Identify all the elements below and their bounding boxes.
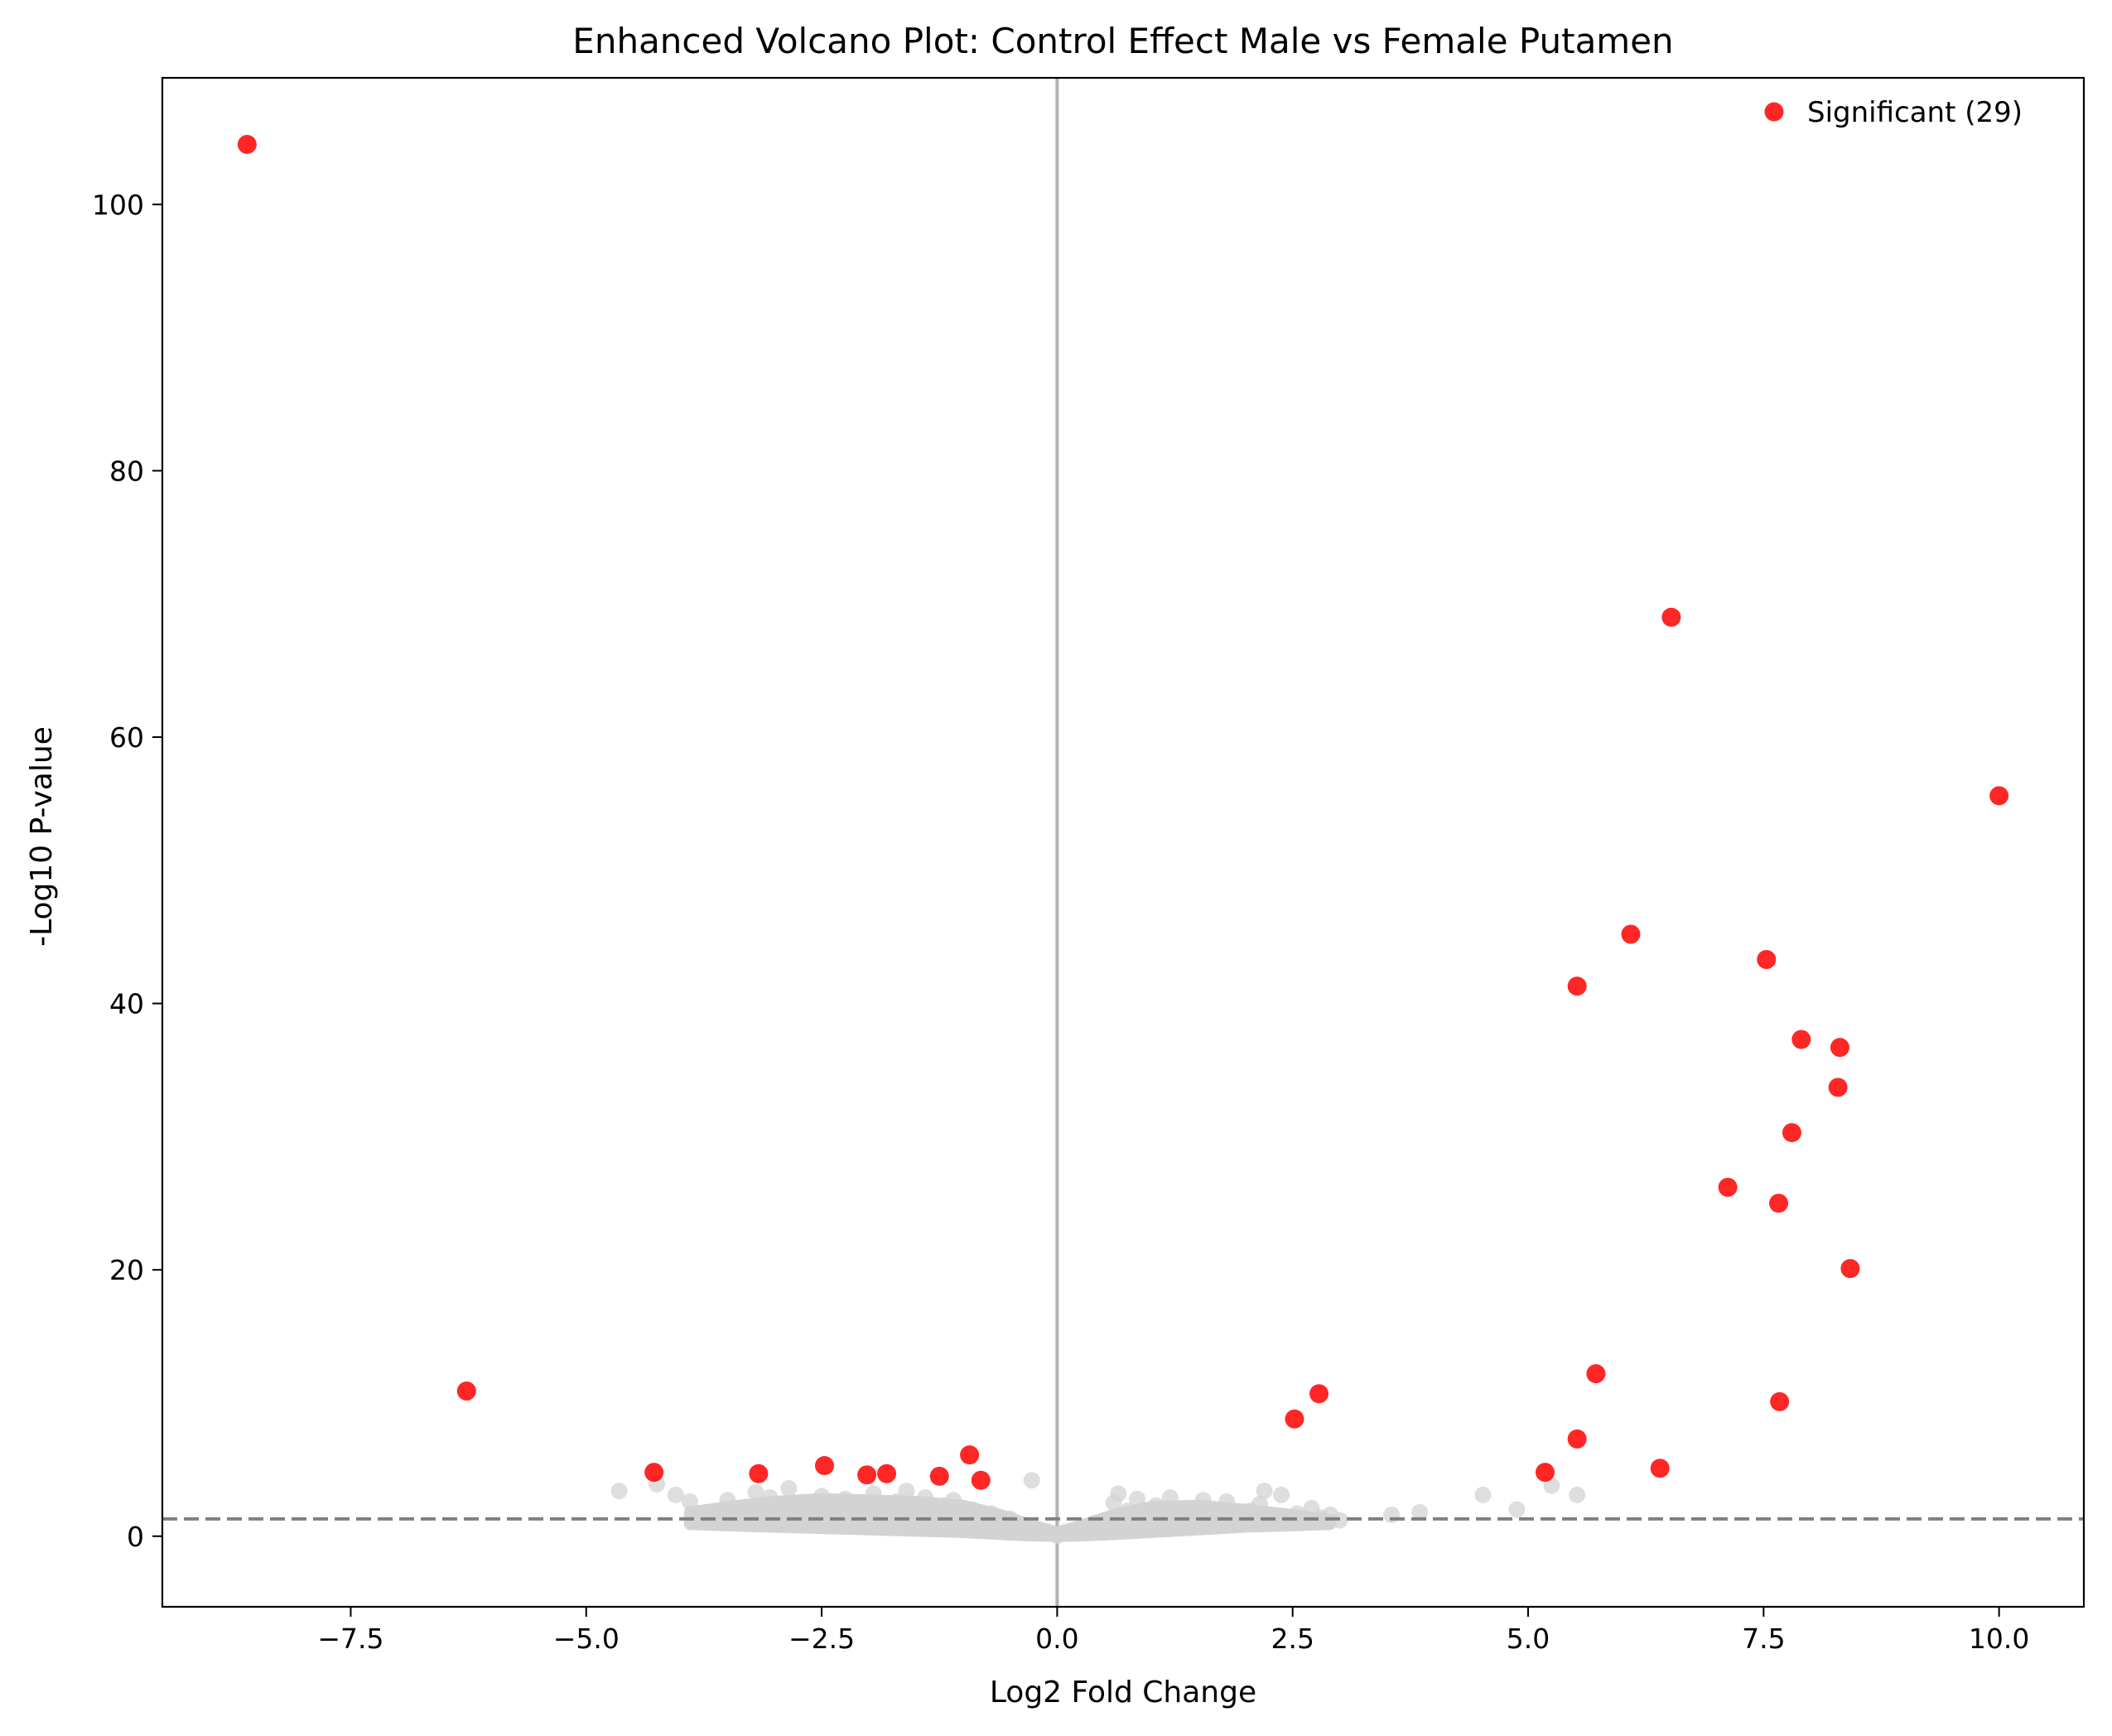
- significant-point: [1586, 1364, 1606, 1384]
- significant-point: [1285, 1409, 1304, 1429]
- legend-label: Significant (29): [1807, 96, 2023, 129]
- significant-point: [1828, 1078, 1848, 1097]
- x-axis-ticks: −7.5 −5.0 −2.5 0.0 2.5 5.0 7.5 10.0: [317, 1607, 2029, 1655]
- significant-point: [1782, 1123, 1801, 1143]
- nonsignificant-point: [780, 1479, 798, 1497]
- nonsignificant-point: [1411, 1503, 1429, 1521]
- significant-point: [456, 1382, 476, 1401]
- nonsignificant-point: [1273, 1486, 1290, 1503]
- significant-point: [1757, 950, 1777, 970]
- significant-point: [929, 1466, 949, 1486]
- significant-point: [749, 1464, 769, 1483]
- significant-point: [1769, 1194, 1789, 1213]
- significant-point: [1650, 1459, 1670, 1478]
- x-tick-label: −5.0: [553, 1623, 620, 1655]
- significant-point: [1791, 1030, 1811, 1049]
- nonsignificant-point: [681, 1492, 698, 1510]
- significant-point: [857, 1465, 877, 1485]
- legend-marker: [1764, 102, 1784, 122]
- x-tick-label: −2.5: [788, 1623, 855, 1655]
- nonsignificant-point: [898, 1483, 915, 1500]
- y-axis-label: -Log10 P-value: [25, 726, 59, 947]
- significant-point: [877, 1464, 897, 1483]
- significant-point: [1567, 1429, 1587, 1449]
- significant-point: [1840, 1259, 1860, 1279]
- significant-point: [1567, 976, 1587, 996]
- significant-point: [1621, 924, 1641, 944]
- significant-point: [814, 1456, 834, 1476]
- nonsignificant-point: [1110, 1485, 1127, 1502]
- significant-point: [971, 1470, 991, 1490]
- significant-point: [1989, 786, 2009, 806]
- y-tick-label: 60: [109, 721, 144, 754]
- nonsignificant-point: [1383, 1507, 1401, 1524]
- x-tick-label: 10.0: [1969, 1623, 2029, 1655]
- x-tick-label: 5.0: [1507, 1623, 1550, 1655]
- x-axis-label: Log2 Fold Change: [990, 1676, 1256, 1709]
- nonsignificant-point: [1474, 1486, 1492, 1503]
- y-tick-label: 40: [109, 988, 144, 1020]
- y-tick-label: 20: [109, 1254, 144, 1286]
- y-tick-label: 100: [92, 189, 144, 221]
- y-tick-label: 80: [109, 455, 144, 487]
- nonsignificant-point: [1256, 1483, 1273, 1500]
- plot-area: [162, 78, 2084, 1607]
- legend: Significant (29): [1764, 96, 2023, 129]
- significant-point: [1770, 1391, 1790, 1411]
- significant-point: [1661, 607, 1681, 627]
- significant-point: [237, 134, 257, 154]
- x-tick-label: 7.5: [1742, 1623, 1785, 1655]
- y-axis-ticks: 0 20 40 60 80 100: [92, 189, 162, 1553]
- y-tick-label: 0: [127, 1521, 144, 1553]
- significant-point: [644, 1463, 664, 1483]
- significant-point: [1309, 1384, 1329, 1404]
- plot-frame: [161, 76, 2085, 1608]
- nonsignificant-point: [1569, 1486, 1586, 1503]
- x-tick-label: 2.5: [1271, 1623, 1314, 1655]
- significant-point: [1718, 1177, 1738, 1197]
- x-tick-label: 0.0: [1035, 1623, 1078, 1655]
- nonsignificant-point: [747, 1483, 764, 1501]
- nonsignificant-point: [667, 1486, 684, 1503]
- significant-point: [960, 1445, 980, 1465]
- chart-title: Enhanced Volcano Plot: Control Effect Ma…: [572, 21, 1673, 61]
- nonsignificant-point: [610, 1483, 628, 1500]
- nonsignificant-point: [1508, 1501, 1526, 1518]
- nonsignificant-point: [1023, 1472, 1040, 1489]
- significant-point: [1535, 1463, 1555, 1483]
- x-tick-label: −7.5: [317, 1623, 383, 1655]
- significant-point: [1830, 1038, 1849, 1058]
- nonsignificant-point: [1129, 1490, 1146, 1507]
